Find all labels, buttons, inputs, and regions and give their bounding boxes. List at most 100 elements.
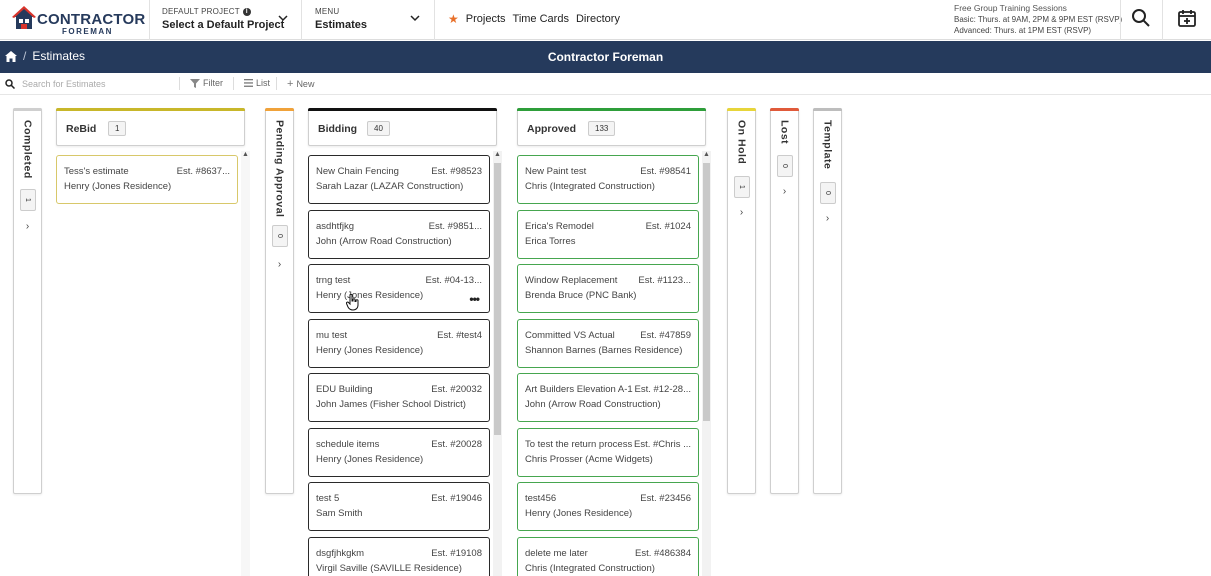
column-approved-header: Approved 133 bbox=[517, 108, 706, 146]
card-title: asdhtfjkg bbox=[316, 220, 355, 232]
column-title: Pending Approval bbox=[273, 120, 286, 218]
chevron-right-icon[interactable]: › bbox=[825, 213, 830, 224]
home-icon[interactable] bbox=[5, 50, 17, 62]
card-est-number: Est. #1123... bbox=[638, 275, 691, 286]
estimate-card[interactable]: New Chain Fencing Est. #98523 Sarah Lazar … bbox=[308, 155, 490, 204]
estimate-card[interactable]: test 5 Est. #19046 Sam Smith bbox=[308, 482, 490, 531]
new-estimate-button[interactable]: + New bbox=[287, 78, 314, 90]
column-count: 1 bbox=[733, 176, 750, 198]
menu-value: Estimates bbox=[315, 19, 367, 31]
card-client: Chris (Integrated Construction) bbox=[525, 562, 655, 574]
estimate-card[interactable]: To test the return process Est. #Chris ..… bbox=[517, 427, 699, 477]
divider bbox=[1162, 0, 1163, 40]
estimate-card[interactable]: delete me later Est. #486384 Chris (Integr… bbox=[517, 536, 699, 576]
card-title: test 5 bbox=[316, 493, 340, 504]
page-title: Contractor Foreman bbox=[547, 50, 664, 64]
column-pending-approval[interactable]: Pending Approval 0 › bbox=[265, 108, 294, 494]
card-client: Virgil Saville (SAVILLE Residence) bbox=[316, 562, 462, 574]
column-count: 0 bbox=[776, 155, 793, 177]
menu-dropdown[interactable]: MENU Estimates bbox=[315, 7, 367, 31]
column-template[interactable]: Template 0 › bbox=[813, 108, 842, 494]
chevron-right-icon[interactable]: › bbox=[25, 221, 30, 232]
contractor-foreman-logo[interactable]: CONTRACTOR FOREMAN bbox=[12, 5, 145, 36]
column-title: Approved bbox=[527, 123, 577, 135]
filter-icon bbox=[190, 78, 200, 88]
link-projects[interactable]: Projects bbox=[465, 13, 506, 25]
card-title: mu test bbox=[316, 329, 348, 341]
card-client: Shannon Barnes (Barnes Residence) bbox=[525, 344, 683, 356]
scroll-up-arrow[interactable]: ▲ bbox=[703, 151, 710, 158]
plus-icon: + bbox=[287, 78, 294, 90]
scrollbar[interactable]: ▲ bbox=[493, 151, 502, 576]
house-logo-icon bbox=[12, 6, 36, 29]
card-est-number: Est. #98541 bbox=[640, 166, 691, 177]
estimate-card[interactable]: New Paint test Est. #98541 Chris (Integrat… bbox=[517, 155, 699, 204]
new-label: New bbox=[296, 79, 315, 89]
estimate-card[interactable]: dsgfjhkgkm Est. #19108 Virgil Saville (SAV… bbox=[308, 536, 490, 576]
card-title: schedule items bbox=[316, 438, 380, 450]
scrollbar[interactable]: ▲ bbox=[702, 151, 711, 576]
info-icon[interactable]: i bbox=[242, 7, 251, 16]
scrollbar[interactable]: ▲ bbox=[241, 151, 250, 576]
column-completed[interactable]: Completed 1 › bbox=[13, 108, 42, 494]
training-advanced: Advanced: Thurs. at 1PM EST (RSVP) bbox=[954, 26, 1092, 35]
estimate-card[interactable]: EDU Building Est. #20032 John James (Fishe… bbox=[308, 373, 490, 422]
list-view-button[interactable]: List bbox=[244, 78, 270, 88]
estimate-card[interactable]: trng test Est. #04-13... Henry (Jones Resi… bbox=[308, 264, 490, 313]
training-info[interactable]: Free Group Training Sessions Basic: Thur… bbox=[954, 3, 1122, 36]
estimate-card[interactable]: schedule items Est. #20028 Henry (Jones Re… bbox=[308, 427, 490, 477]
estimate-card[interactable]: Erica's Remodel Est. #1024 Erica Torres bbox=[517, 209, 699, 259]
estimate-card[interactable]: asdhtfjkg Est. #9851... John (Arrow Road C… bbox=[308, 209, 490, 259]
scrollbar-thumb[interactable] bbox=[494, 163, 501, 435]
search-input[interactable] bbox=[22, 77, 172, 91]
card-title: trng test bbox=[316, 275, 351, 286]
chevron-right-icon[interactable]: › bbox=[739, 207, 744, 218]
column-bidding-header: Bidding 40 bbox=[308, 108, 497, 146]
column-count: 1 bbox=[19, 189, 36, 211]
navigation-bar: / Estimates Contractor Foreman bbox=[0, 41, 1211, 73]
breadcrumb-current: Estimates bbox=[32, 49, 86, 63]
estimate-card[interactable]: Tess's estimate Est. #8637... Henry (Jon… bbox=[56, 155, 238, 204]
chevron-down-icon[interactable] bbox=[277, 12, 289, 24]
chevron-down-icon[interactable] bbox=[409, 12, 421, 24]
filter-button[interactable]: Filter bbox=[190, 78, 223, 88]
scrollbar-thumb[interactable] bbox=[703, 163, 710, 421]
scroll-up-arrow[interactable]: ▲ bbox=[494, 151, 501, 158]
link-directory[interactable]: Directory bbox=[575, 13, 620, 25]
card-client: John (Arrow Road Construction) bbox=[316, 235, 452, 247]
search-icon[interactable] bbox=[1131, 8, 1151, 28]
more-options-icon[interactable]: ••• bbox=[469, 292, 480, 306]
estimate-card[interactable]: mu test Est. #test4 Henry (Jones Residence… bbox=[308, 318, 490, 368]
column-color-bar bbox=[727, 108, 756, 111]
column-title: Completed bbox=[21, 120, 34, 179]
breadcrumb-separator: / bbox=[23, 49, 27, 63]
chevron-right-icon[interactable]: › bbox=[277, 259, 282, 270]
card-title: Tess's estimate bbox=[64, 166, 129, 177]
column-count: 0 bbox=[271, 225, 288, 247]
column-on-hold[interactable]: On Hold 1 › bbox=[727, 108, 756, 494]
estimate-card[interactable]: Committed VS Actual Est. #47859 Shannon Ba… bbox=[517, 318, 699, 368]
default-project-dropdown[interactable]: DEFAULT PROJECT i Select a Default Projec… bbox=[162, 7, 284, 31]
card-est-number: Est. #1024 bbox=[645, 220, 691, 232]
link-time-cards[interactable]: Time Cards bbox=[512, 13, 569, 25]
quick-links: ★ Projects Time Cards Directory bbox=[448, 12, 620, 26]
toolbar: Filter List + New bbox=[0, 73, 1211, 95]
estimate-card[interactable]: Art Builders Elevation A-1 Est. #12-28...… bbox=[517, 373, 699, 422]
estimate-card[interactable]: test456 Est. #23456 Henry (Jones Residence… bbox=[517, 482, 699, 531]
scroll-up-arrow[interactable]: ▲ bbox=[242, 151, 249, 158]
column-count: 0 bbox=[819, 182, 836, 204]
column-lost[interactable]: Lost 0 › bbox=[770, 108, 799, 494]
card-title: New Chain Fencing bbox=[316, 166, 399, 177]
card-title: Window Replacement bbox=[525, 275, 618, 286]
breadcrumb: / Estimates bbox=[5, 49, 85, 63]
column-count: 1 bbox=[108, 121, 127, 136]
calendar-add-icon[interactable] bbox=[1177, 8, 1197, 28]
column-title: Template bbox=[821, 120, 834, 170]
estimate-card[interactable]: Window Replacement Est. #1123... Brenda Br… bbox=[517, 264, 699, 313]
divider bbox=[1120, 0, 1121, 40]
divider bbox=[301, 0, 302, 40]
card-est-number: Est. #47859 bbox=[640, 329, 691, 341]
card-est-number: Est. #04-13... bbox=[425, 275, 482, 286]
chevron-right-icon[interactable]: › bbox=[782, 186, 787, 197]
filter-label: Filter bbox=[203, 78, 223, 88]
